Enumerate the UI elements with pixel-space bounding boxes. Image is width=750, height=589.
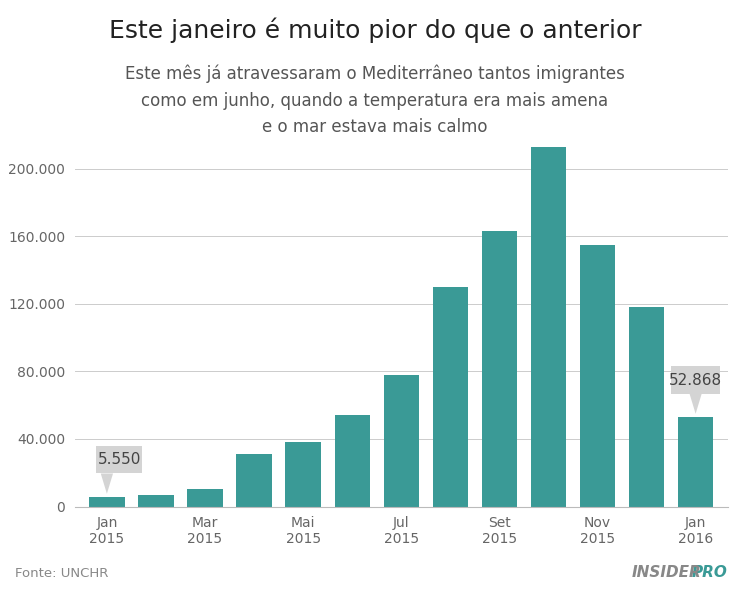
Text: INSIDER: INSIDER bbox=[632, 565, 701, 580]
Bar bbox=[383, 375, 419, 507]
Text: PRO: PRO bbox=[692, 565, 728, 580]
Bar bbox=[286, 442, 321, 507]
Bar bbox=[433, 287, 468, 507]
Text: Este mês já atravessaram o Mediterrâneo tantos imigrantes
como em junho, quando : Este mês já atravessaram o Mediterrâneo … bbox=[125, 65, 625, 136]
Bar bbox=[138, 495, 173, 507]
Bar bbox=[629, 307, 664, 507]
Bar bbox=[188, 489, 223, 507]
Text: Este janeiro é muito pior do que o anterior: Este janeiro é muito pior do que o anter… bbox=[109, 18, 641, 43]
Bar bbox=[580, 244, 615, 507]
FancyBboxPatch shape bbox=[96, 446, 142, 474]
Bar bbox=[89, 497, 124, 507]
Polygon shape bbox=[100, 474, 113, 494]
Text: Fonte: UNCHR: Fonte: UNCHR bbox=[15, 567, 108, 580]
FancyBboxPatch shape bbox=[671, 366, 720, 393]
Bar bbox=[531, 147, 566, 507]
Bar bbox=[678, 417, 713, 507]
Polygon shape bbox=[689, 393, 702, 414]
Bar bbox=[334, 415, 370, 507]
Bar bbox=[482, 231, 517, 507]
Bar bbox=[236, 454, 272, 507]
Text: 5.550: 5.550 bbox=[98, 452, 141, 468]
Text: 52.868: 52.868 bbox=[669, 372, 722, 388]
